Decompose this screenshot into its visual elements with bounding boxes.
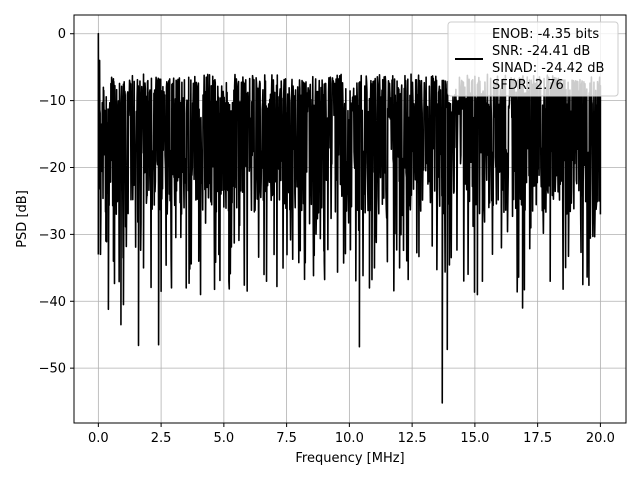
y-tick-label: −50 [39, 362, 66, 377]
x-axis-label: Frequency [MHz] [295, 451, 404, 466]
y-tick-label: −10 [39, 94, 66, 109]
x-tick-label: 15.0 [460, 431, 489, 446]
y-tick-label: −40 [39, 295, 66, 310]
y-tick-label: 0 [58, 27, 66, 42]
y-axis-label: PSD [dB] [15, 190, 30, 248]
psd-series-line [97, 32, 602, 404]
y-axis: 0 −10 −20 −30 −40 −50 [39, 27, 74, 377]
x-tick-label: 12.5 [398, 431, 427, 446]
plot-area-frame [73, 14, 627, 424]
legend: ENOB: -4.35 bits SNR: -24.41 dB SINAD: -… [447, 21, 619, 97]
x-tick-label: 2.5 [151, 431, 172, 446]
legend-box [447, 21, 619, 97]
x-tick-label: 0.0 [88, 431, 109, 446]
x-axis: 0.0 2.5 5.0 7.5 10.0 12.5 15.0 17.5 20.0 [88, 423, 615, 446]
x-tick-label: 5.0 [214, 431, 235, 446]
y-tick-label: −30 [39, 228, 66, 243]
legend-entry-sinad: SINAD: -24.42 dB [492, 61, 604, 76]
x-tick-label: 10.0 [335, 431, 364, 446]
x-tick-label: 17.5 [523, 431, 552, 446]
legend-entry-snr: SNR: -24.41 dB [492, 44, 590, 59]
x-tick-label: 20.0 [586, 431, 615, 446]
legend-entry-enob: ENOB: -4.35 bits [492, 27, 599, 42]
series-group [97, 32, 602, 404]
y-tick-label: −20 [39, 161, 66, 176]
legend-entry-sfdr: SFDR: 2.76 [492, 78, 564, 93]
x-tick-label: 7.5 [276, 431, 297, 446]
